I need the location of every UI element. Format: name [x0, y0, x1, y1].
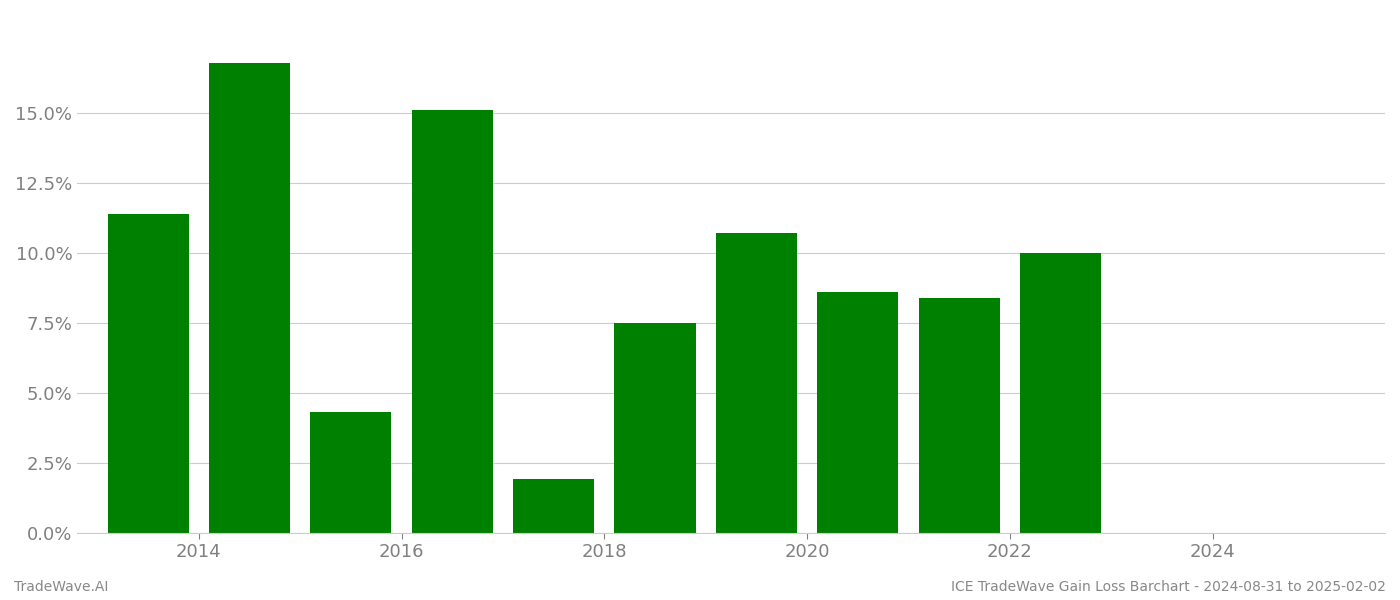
Bar: [209, 62, 290, 533]
Bar: [918, 298, 1000, 533]
Bar: [818, 292, 899, 533]
Text: ICE TradeWave Gain Loss Barchart - 2024-08-31 to 2025-02-02: ICE TradeWave Gain Loss Barchart - 2024-…: [951, 580, 1386, 594]
Text: TradeWave.AI: TradeWave.AI: [14, 580, 108, 594]
Bar: [715, 233, 797, 533]
Bar: [1021, 253, 1102, 533]
Bar: [615, 323, 696, 533]
Bar: [412, 110, 493, 533]
Bar: [108, 214, 189, 533]
Bar: [512, 479, 594, 533]
Bar: [311, 412, 392, 533]
